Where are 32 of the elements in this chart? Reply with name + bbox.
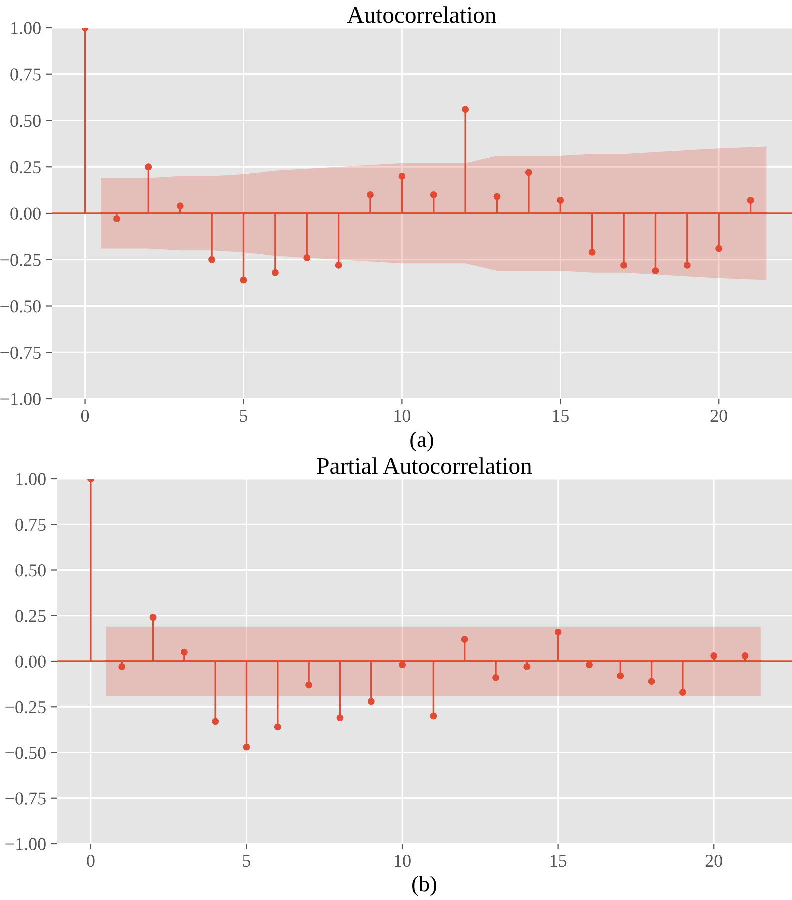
- y-tick-label: 0.25: [10, 161, 41, 174]
- y-tick-label: 0.50: [16, 564, 46, 577]
- y-tick-label: 1.00: [16, 473, 46, 486]
- y-tick-label: 0.00: [10, 208, 41, 220]
- y-tick-label: 0.25: [16, 610, 46, 622]
- y-tick-label: 0.75: [16, 518, 46, 532]
- y-tick-label: −0.50: [6, 747, 46, 760]
- y-tick-label: −0.75: [6, 792, 46, 805]
- x-tick-label: 10: [395, 854, 411, 868]
- x-tick-label: 15: [550, 855, 567, 868]
- x-tick-label: 5: [243, 855, 251, 868]
- x-tick-label: 5: [240, 410, 248, 422]
- chart-title: Partial Autocorrelation: [317, 458, 532, 474]
- x-tick-label: 0: [87, 854, 95, 868]
- x-tick-label: 20: [710, 410, 728, 422]
- y-tick-label: 0.00: [16, 656, 46, 668]
- y-tick-label: −0.50: [0, 300, 41, 313]
- x-tick-label: 0: [81, 410, 90, 422]
- y-tick-label: −1.00: [6, 838, 46, 851]
- x-tick-label: 10: [394, 410, 411, 422]
- x-tick-label: 15: [553, 410, 569, 422]
- x-tick-label: 20: [706, 854, 722, 868]
- text: (a): [410, 432, 434, 452]
- y-tick-label: −1.00: [0, 393, 41, 406]
- text: (b): [412, 876, 436, 896]
- y-tick-label: 0.50: [10, 115, 41, 128]
- y-tick-label: 1.00: [12, 22, 41, 35]
- chart-title: Autocorrelation: [347, 6, 496, 24]
- y-tick-label: −0.25: [0, 254, 41, 266]
- y-tick-label: −0.75: [0, 346, 41, 360]
- y-tick-label: 0.75: [10, 68, 41, 81]
- y-tick-label: −0.25: [6, 701, 46, 714]
